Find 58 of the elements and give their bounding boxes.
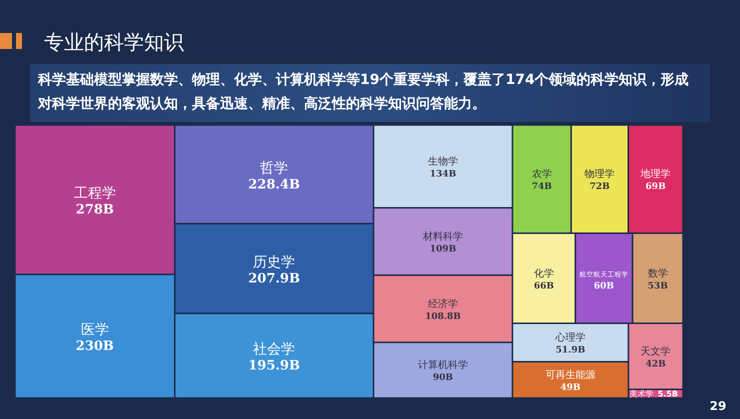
category-label: 计算机科学 <box>418 359 468 372</box>
cell: 社会学 195.9B <box>175 314 373 398</box>
cell: 生物学 134B <box>374 126 512 208</box>
data-label: 278B <box>76 202 114 218</box>
data-label: 69B <box>646 182 666 192</box>
category-label: 生物学 <box>428 155 458 168</box>
data-label: 53B <box>648 281 668 292</box>
data-label: 108.8B <box>425 312 462 322</box>
cell: 地理学 69B <box>629 126 682 232</box>
category-label: 材料科学 <box>422 230 463 242</box>
data-label: 72B <box>590 182 610 192</box>
data-label: 109B <box>430 244 457 254</box>
text: 29 <box>710 399 726 413</box>
category-label: 哲学 <box>260 160 288 176</box>
cell: 可再生能源 49B <box>513 362 628 398</box>
data-label: 90B <box>432 373 454 384</box>
text: 科学基础模型掌握数学、物理、化学、计算机科学等19个重要学科，覆盖了174个领域的科学知识，形成对科学世界的客观认知，具备迅速、精准、高泛性的科学知识问答能力。 <box>30 64 710 122</box>
cell: 历史学 207.9B <box>175 224 373 313</box>
cell: 经济学 108.8B <box>374 276 512 342</box>
category-label: 医学 <box>80 322 109 338</box>
data-label: 49B <box>560 382 581 393</box>
cell: 计算机科学 90B <box>374 343 512 398</box>
cell: 材料科学 109B <box>374 208 512 274</box>
cell: 化学 66B <box>513 234 575 323</box>
category-label: 物理学 <box>584 168 615 180</box>
category-label: 历史学 <box>253 254 296 271</box>
cell: 物理学 72B <box>572 126 628 232</box>
category-label: 美术学 <box>630 390 654 399</box>
category-label: 经济学 <box>428 298 458 310</box>
cell: 心理学 51.9B <box>513 324 628 361</box>
data-label: 66B <box>534 281 554 292</box>
category-label: 心理学 <box>554 332 586 344</box>
data-label: 134B <box>430 169 457 180</box>
text: 专业的科学知识 <box>44 30 184 54</box>
category-label: 农学 <box>532 168 552 180</box>
data-label: 74B <box>532 182 552 192</box>
cell: 数学 53B <box>633 234 682 323</box>
data-label: 207.9B <box>248 272 300 287</box>
cell: 医学 230B <box>16 275 174 398</box>
cell: 哲学 228.4B <box>175 126 373 223</box>
category-label: 可再生能源 <box>545 368 596 381</box>
category-label: 数学 <box>648 267 668 280</box>
category-label: 工程学 <box>74 186 116 202</box>
data-label: 51.9B <box>556 346 586 356</box>
data-label: 195.9B <box>248 358 300 374</box>
category-label: 社会学 <box>253 342 296 358</box>
category-label: 化学 <box>534 267 554 280</box>
data-label: 42B <box>646 359 666 370</box>
cell: 工程学 278B <box>16 126 174 274</box>
category-label: 天文学 <box>640 345 671 358</box>
data-label: 60B <box>594 281 614 292</box>
data-label: 230B <box>76 339 114 354</box>
cell: 美术学 5.5B <box>629 390 682 399</box>
cell: 天文学 42B <box>629 324 682 389</box>
data-label: 228.4B <box>248 177 300 192</box>
cell: 农学 74B <box>513 126 570 232</box>
category-label: 地理学 <box>640 168 671 180</box>
data-label: 5.5B <box>658 390 678 399</box>
